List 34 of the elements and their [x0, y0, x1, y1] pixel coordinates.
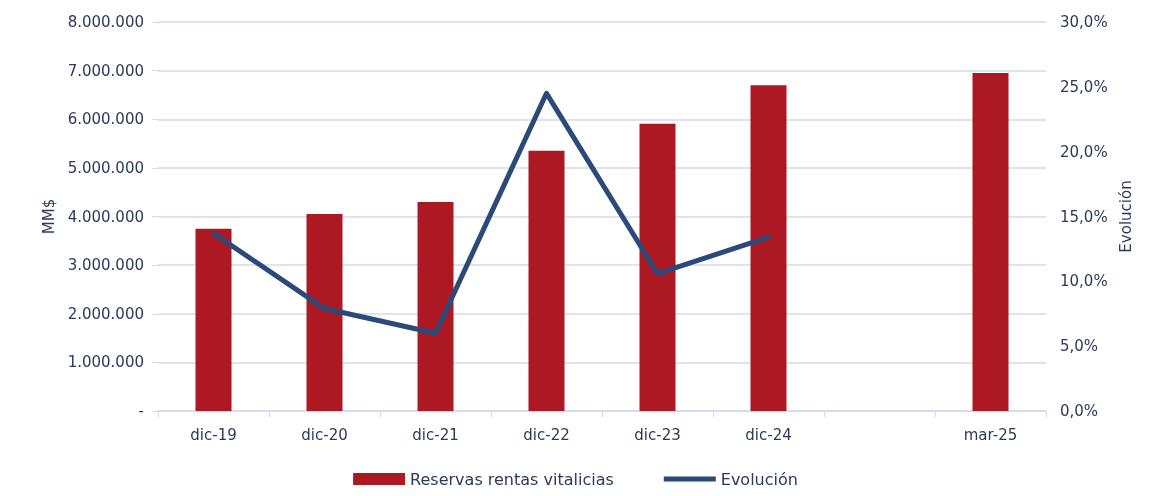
- y-tick-label: 7.000.000: [67, 61, 144, 80]
- y-tick-label: 2.000.000: [67, 304, 144, 323]
- bar: [306, 214, 343, 411]
- y-tick-label: 4.000.000: [67, 207, 144, 226]
- y-tick-label: 6.000.000: [67, 110, 144, 129]
- x-tick-label: dic-19: [190, 425, 237, 444]
- x-tick-label: dic-23: [634, 425, 681, 444]
- y-tick-label: 3.000.000: [67, 256, 144, 275]
- y2-axis-title: Evolución: [1117, 180, 1136, 253]
- bar: [750, 85, 787, 411]
- y2-tick-label: 15,0%: [1060, 207, 1108, 226]
- y2-tick-label: 10,0%: [1060, 272, 1108, 291]
- y2-tick-label: 5,0%: [1060, 337, 1099, 356]
- x-tick-label: dic-21: [412, 425, 459, 444]
- bar: [528, 150, 565, 411]
- legend-label: Evolución: [720, 469, 798, 489]
- legend-label: Reservas rentas vitalicias: [410, 469, 614, 489]
- y2-tick-label: 0,0%: [1060, 402, 1099, 420]
- y2-tick-label: 20,0%: [1060, 142, 1108, 161]
- y-tick-label: -: [138, 402, 144, 420]
- y-tick-label: 5.000.000: [67, 158, 144, 177]
- x-tick-label: dic-20: [301, 425, 348, 444]
- bar: [417, 201, 454, 411]
- y-tick-label: 1.000.000: [67, 353, 144, 372]
- y2-tick-label: 25,0%: [1060, 77, 1108, 96]
- bar: [972, 73, 1009, 411]
- y-axis-title: MM$: [40, 198, 59, 235]
- x-tick-label: dic-22: [523, 425, 570, 444]
- y-tick-label: 8.000.000: [67, 13, 144, 31]
- bar: [639, 123, 676, 411]
- y2-tick-label: 30,0%: [1060, 13, 1108, 31]
- x-tick-label: dic-24: [745, 425, 792, 444]
- bar: [195, 228, 232, 411]
- x-tick-label: mar-25: [963, 425, 1018, 444]
